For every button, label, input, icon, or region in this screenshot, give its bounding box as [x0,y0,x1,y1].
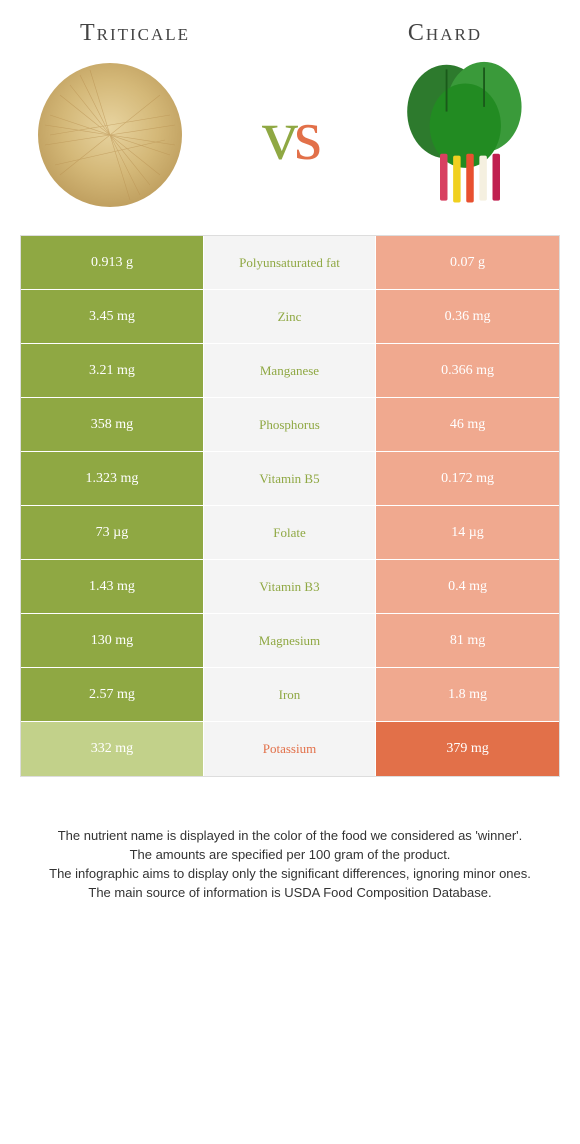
right-value: 46 mg [376,398,559,451]
nutrient-name: Magnesium [204,614,376,667]
nutrient-name: Potassium [204,722,376,776]
table-row: 1.43 mgVitamin B30.4 mg [21,560,559,614]
table-row: 332 mgPotassium379 mg [21,722,559,776]
table-row: 358 mgPhosphorus46 mg [21,398,559,452]
nutrient-name: Phosphorus [204,398,376,451]
header-titles: Triticale Chard [20,20,560,47]
right-value: 81 mg [376,614,559,667]
right-value: 1.8 mg [376,668,559,721]
footnotes: The nutrient name is displayed in the co… [20,827,560,902]
left-value: 358 mg [21,398,204,451]
right-value: 0.172 mg [376,452,559,505]
table-row: 0.913 gPolyunsaturated fat0.07 g [21,236,559,290]
vs-label: vs [262,94,318,177]
left-value: 0.913 g [21,236,204,289]
left-food-title: Triticale [20,20,250,47]
table-row: 73 µgFolate14 µg [21,506,559,560]
nutrient-name: Manganese [204,344,376,397]
chard-image [390,55,550,215]
table-row: 1.323 mgVitamin B50.172 mg [21,452,559,506]
left-value: 73 µg [21,506,204,559]
nutrient-table: 0.913 gPolyunsaturated fat0.07 g3.45 mgZ… [20,235,560,777]
footnote-line: The nutrient name is displayed in the co… [24,827,556,846]
left-value: 3.21 mg [21,344,204,397]
right-value: 379 mg [376,722,559,776]
nutrient-name: Iron [204,668,376,721]
left-value: 130 mg [21,614,204,667]
nutrient-name: Folate [204,506,376,559]
right-food-title: Chard [330,20,560,47]
table-row: 3.45 mgZinc0.36 mg [21,290,559,344]
left-value: 3.45 mg [21,290,204,343]
table-row: 3.21 mgManganese0.366 mg [21,344,559,398]
table-row: 2.57 mgIron1.8 mg [21,668,559,722]
right-value: 14 µg [376,506,559,559]
table-row: 130 mgMagnesium81 mg [21,614,559,668]
footnote-line: The main source of information is USDA F… [24,884,556,903]
nutrient-name: Zinc [204,290,376,343]
images-row: vs [20,55,560,215]
footnote-line: The infographic aims to display only the… [24,865,556,884]
left-value: 2.57 mg [21,668,204,721]
footnote-line: The amounts are specified per 100 gram o… [24,846,556,865]
right-value: 0.4 mg [376,560,559,613]
left-value: 1.323 mg [21,452,204,505]
right-value: 0.07 g [376,236,559,289]
nutrient-name: Vitamin B5 [204,452,376,505]
triticale-image [30,55,190,215]
left-value: 1.43 mg [21,560,204,613]
left-value: 332 mg [21,722,204,776]
nutrient-name: Polyunsaturated fat [204,236,376,289]
nutrient-name: Vitamin B3 [204,560,376,613]
right-value: 0.36 mg [376,290,559,343]
right-value: 0.366 mg [376,344,559,397]
